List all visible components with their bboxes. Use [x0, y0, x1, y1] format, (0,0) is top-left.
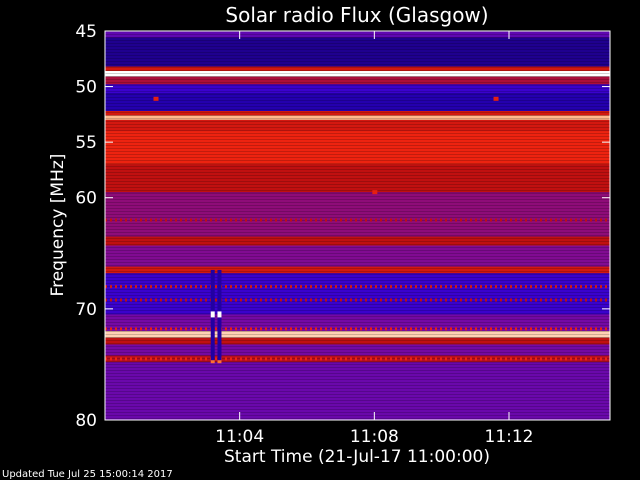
x-tick-label-1: 11:08: [350, 427, 399, 447]
frequency-band-5: [105, 84, 610, 94]
y-axis-ticks: 45 50 55 60 70 80: [75, 22, 610, 431]
frequency-band-3: [105, 71, 610, 77]
band-striping: [105, 31, 610, 419]
burst-end-0: [210, 360, 215, 364]
frequency-band-13: [105, 236, 610, 246]
frequency-band-17: [105, 314, 610, 332]
hotspot-2: [493, 96, 499, 101]
hotspot-1: [372, 190, 378, 195]
frequency-band-18: [105, 331, 610, 338]
frequency-band-10: [105, 131, 610, 165]
frequency-band-16: [105, 273, 610, 315]
y-tick-label-2: 55: [75, 133, 97, 153]
frequency-band-4: [105, 76, 610, 85]
dotted-emission-lines: [105, 218, 610, 361]
y-tick-label-4: 70: [75, 300, 97, 320]
frequency-band-21: [105, 355, 610, 363]
y-tick-label-5: 80: [75, 411, 97, 431]
y-tick-label-3: 60: [75, 189, 97, 209]
chart-title: Solar radio Flux (Glasgow): [225, 3, 488, 27]
frequency-band-11: [105, 164, 610, 193]
frequency-band-6: [105, 93, 610, 112]
y-axis-label: Frequency [MHz]: [48, 154, 68, 297]
frequency-band-12: [105, 192, 610, 237]
burst-accent-0: [210, 311, 215, 318]
frequency-band-9: [105, 119, 610, 132]
updated-timestamp: Updated Tue Jul 25 15:00:14 2017: [2, 469, 173, 480]
frequency-band-22: [105, 362, 610, 420]
x-tick-label-0: 11:04: [215, 427, 264, 447]
plot-area: [105, 31, 610, 420]
frequency-band-8: [105, 115, 610, 120]
burst-accent-1: [217, 311, 222, 318]
burst-events: [210, 269, 222, 364]
x-axis-ticks: 11:04 11:08 11:12: [215, 31, 534, 447]
x-axis-label: Start Time (21-Jul-17 11:00:00): [224, 447, 490, 467]
frequency-band-14: [105, 245, 610, 267]
frequency-band-7: [105, 111, 610, 116]
hotspots: [153, 96, 499, 195]
burst-end-1: [217, 360, 222, 364]
frequency-band-1: [105, 37, 610, 67]
frequency-band-2: [105, 66, 610, 72]
frequency-band-0: [105, 31, 610, 38]
y-tick-label-1: 50: [75, 78, 97, 98]
frequency-band-19: [105, 337, 610, 345]
x-tick-label-2: 11:12: [485, 427, 534, 447]
plot-frame: [104, 30, 611, 421]
y-tick-label-0: 45: [75, 22, 97, 42]
frequency-bands: [105, 31, 610, 420]
hotspot-0: [153, 96, 159, 101]
frequency-band-15: [105, 266, 610, 274]
frequency-band-20: [105, 344, 610, 356]
